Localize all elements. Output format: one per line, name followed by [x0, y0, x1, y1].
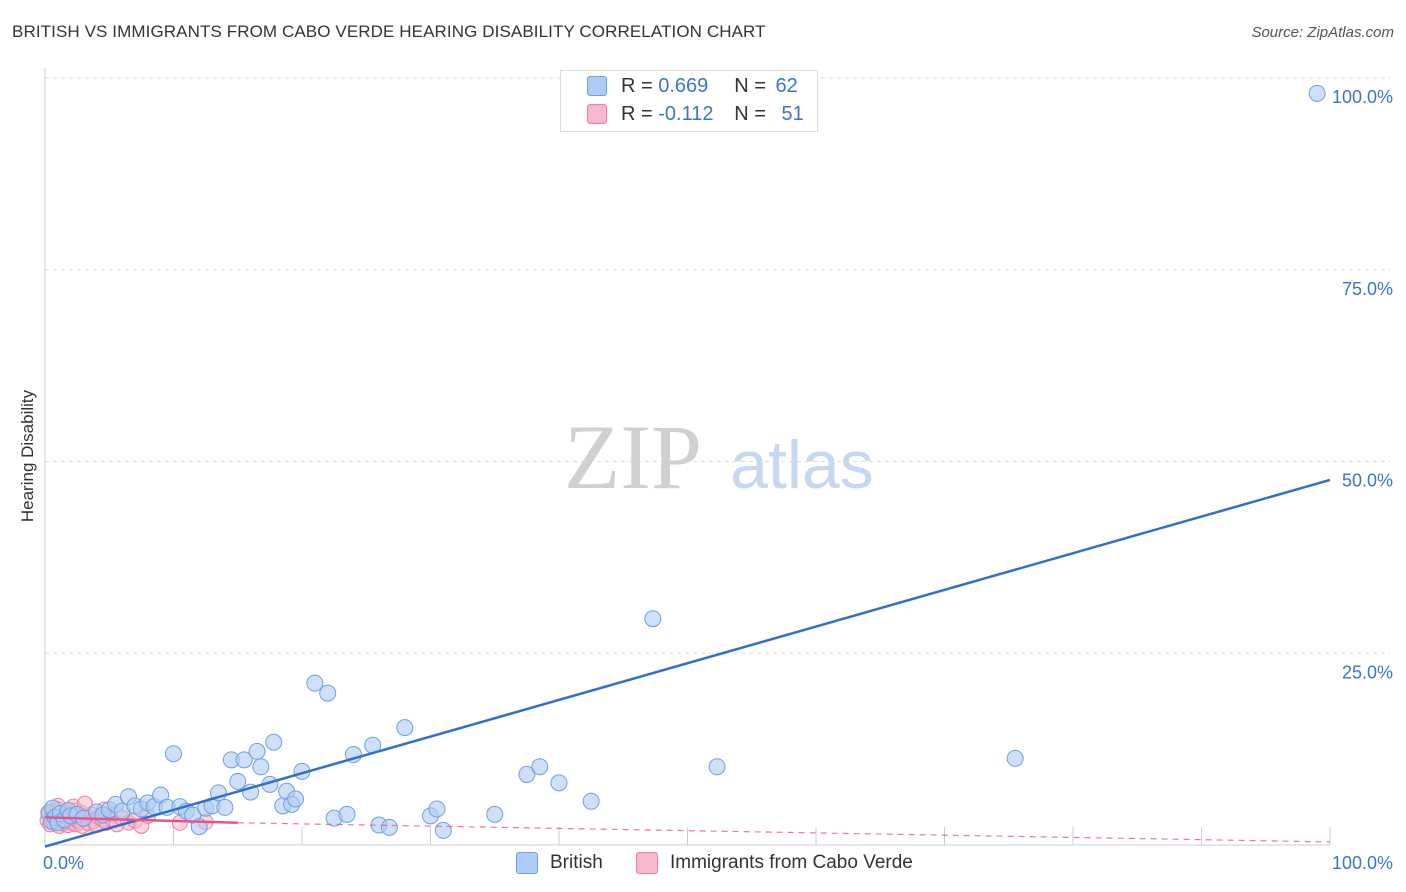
british-point-37 — [252, 758, 270, 776]
british-point-60 — [550, 774, 568, 792]
legend-row-british: R = 0.669 N = 62 — [587, 73, 798, 99]
british-point-64 — [1006, 749, 1024, 767]
axes — [44, 68, 1331, 846]
british-n-label: N = — [734, 74, 766, 97]
y-tick-label-0: 25.0% — [1342, 662, 1393, 682]
tick-labels: 25.0% 50.0% 75.0% 100.0% 0.0% 100.0% — [43, 87, 1393, 873]
legend-item-british[interactable]: British — [516, 852, 603, 874]
y-tick-label-1: 50.0% — [1342, 471, 1393, 491]
british-point-58 — [518, 765, 536, 783]
british-r-value: 0.669 — [658, 74, 709, 97]
british-point-56 — [434, 821, 452, 839]
british-points — [40, 84, 1326, 839]
series-legend: British Immigrants from Cabo Verde — [0, 852, 1406, 878]
chart-title: BRITISH VS IMMIGRANTS FROM CABO VERDE HE… — [12, 22, 766, 41]
british-point-63 — [708, 758, 726, 776]
british-point-23 — [165, 745, 182, 763]
caboverde-n-label: N = — [734, 102, 766, 125]
watermark: ZIP atlas — [564, 406, 874, 508]
british-point-46 — [319, 684, 337, 702]
british-point-61 — [582, 792, 600, 810]
caboverde-r-label: R = — [621, 102, 653, 125]
british-point-36 — [248, 742, 266, 760]
y-axis-label: Hearing Disability — [18, 389, 37, 523]
legend-row-caboverde: R = -0.112 N = 51 — [587, 101, 804, 127]
british-n-value: 62 — [775, 74, 798, 97]
british-point-52 — [380, 818, 398, 836]
x-tick-label-min: 0.0% — [43, 853, 84, 873]
x-tick-label-max: 100.0% — [1332, 853, 1393, 873]
british-legend-swatch — [516, 852, 538, 874]
british-swatch — [587, 76, 607, 96]
caboverde-n-value: 51 — [781, 102, 804, 125]
british-trend-line — [44, 478, 1331, 848]
watermark-zip: ZIP — [564, 406, 702, 508]
y-tick-label-2: 75.0% — [1342, 279, 1393, 299]
caboverde-legend-label: Immigrants from Cabo Verde — [670, 852, 913, 873]
grid-lines — [45, 77, 1390, 654]
british-point-57 — [486, 805, 504, 823]
british-r-label: R = — [621, 74, 653, 97]
british-point-33 — [229, 772, 247, 790]
british-point-59 — [531, 758, 549, 776]
correlation-legend: R = 0.669 N = 62 R = -0.112 N = 51 — [560, 70, 818, 132]
caboverde-swatch — [587, 104, 607, 124]
y-tick-label-3: 100.0% — [1332, 87, 1393, 107]
british-point-39 — [265, 733, 283, 751]
british-point-31 — [216, 798, 234, 816]
source-label: Source: ZipAtlas.com — [1251, 24, 1394, 41]
caboverde-legend-swatch — [636, 852, 658, 874]
british-point-48 — [338, 805, 356, 823]
caboverde-trend-extension — [237, 822, 1331, 843]
british-point-43 — [287, 790, 305, 808]
watermark-atlas: atlas — [730, 427, 874, 503]
british-point-62 — [644, 610, 662, 628]
legend-item-caboverde[interactable]: Immigrants from Cabo Verde — [636, 852, 913, 874]
trend-lines — [44, 478, 1331, 848]
british-point-65 — [1308, 84, 1326, 102]
british-point-55 — [428, 800, 446, 818]
british-point-53 — [396, 719, 414, 737]
british-point-45 — [306, 674, 324, 692]
british-point-34 — [235, 751, 253, 769]
caboverde-trend-line — [44, 816, 238, 825]
british-legend-label: British — [550, 852, 603, 873]
caboverde-r-value: -0.112 — [658, 102, 714, 125]
